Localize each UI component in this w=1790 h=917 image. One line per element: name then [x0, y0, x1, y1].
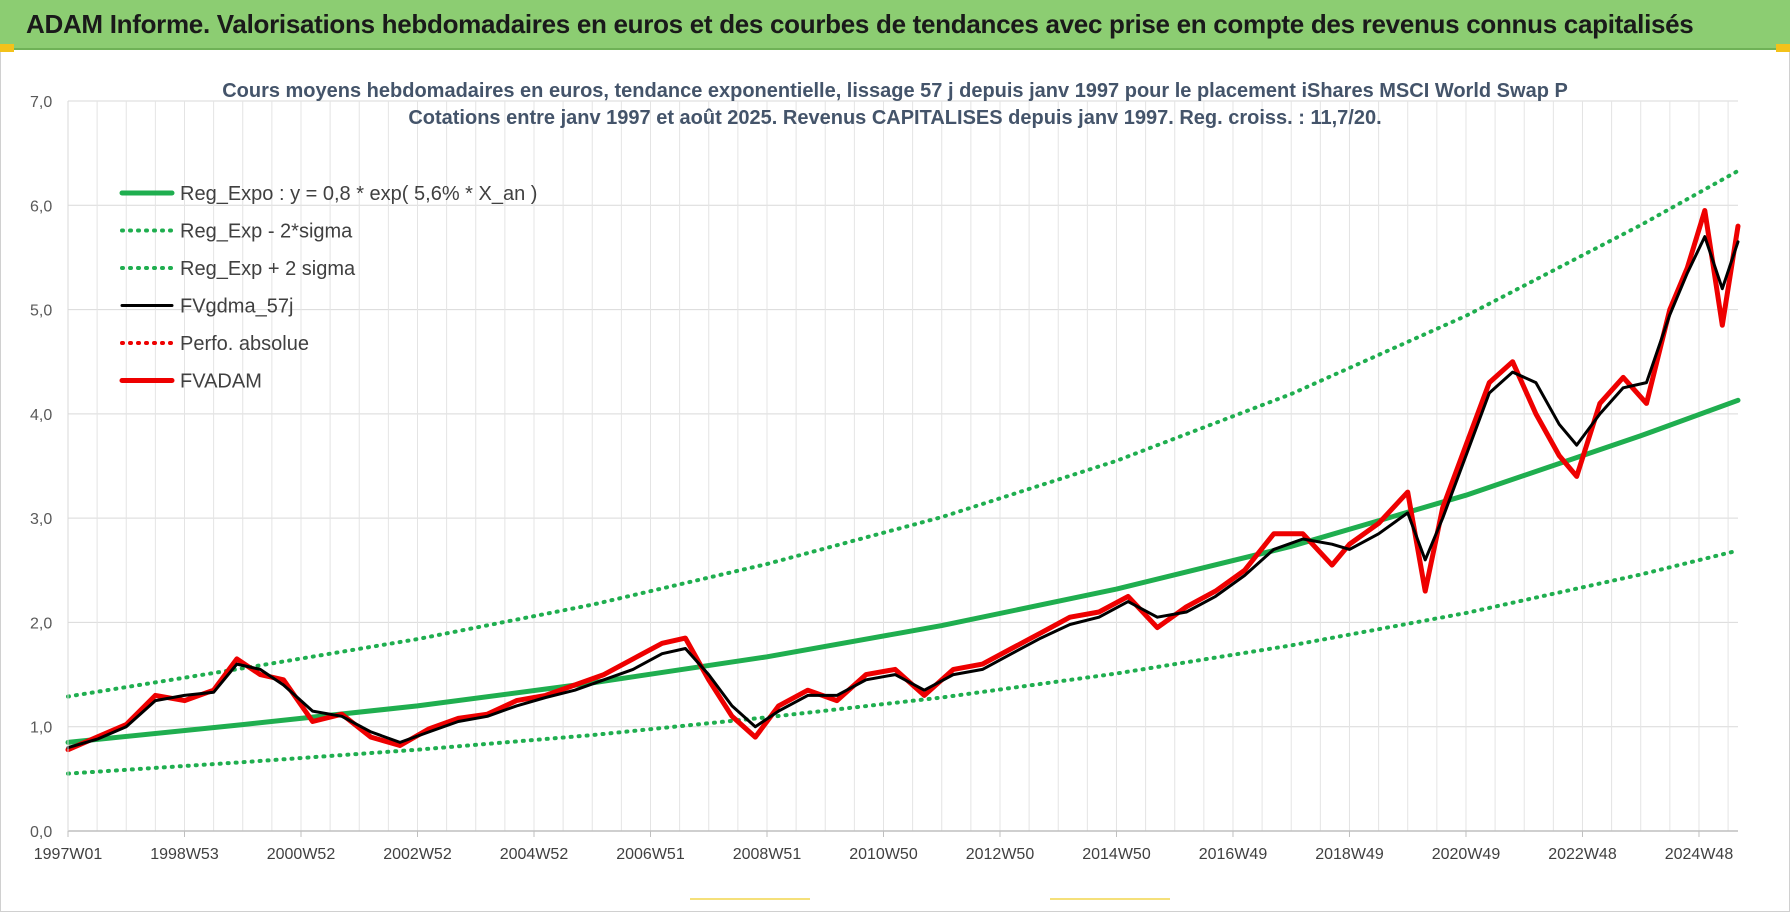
x-tick-label: 1997W01 — [34, 846, 103, 863]
x-tick-label: 2016W49 — [1199, 846, 1268, 863]
x-tick-label: 2012W50 — [966, 846, 1035, 863]
corner-marker-left — [0, 44, 14, 52]
y-tick-label: 4,0 — [30, 407, 52, 424]
x-tick-label: 1998W53 — [150, 846, 219, 863]
x-tick-label: 2008W51 — [733, 846, 802, 863]
x-tick-label: 2000W52 — [267, 846, 336, 863]
x-tick-label: 2010W50 — [849, 846, 918, 863]
x-tick-label: 2004W52 — [500, 846, 569, 863]
y-tick-label: 1,0 — [30, 720, 52, 737]
chart-subtitle: Cotations entre janv 1997 et août 2025. … — [408, 107, 1381, 129]
y-tick-label: 2,0 — [30, 615, 52, 632]
legend-label: FVADAM — [180, 371, 262, 393]
trend-chart: 0,0 1,0 2,0 3,0 4,0 5,0 6,0 7,0 1997W01 1998W53 20… — [30, 80, 1741, 863]
x-tick-label: 2014W50 — [1082, 846, 1151, 863]
y-tick-label: 5,0 — [30, 303, 52, 320]
x-tick-label: 2024W48 — [1665, 846, 1734, 863]
series-line-0 — [65, 397, 1741, 745]
report-banner: ADAM Informe. Valorisations hebdomadaire… — [0, 0, 1790, 50]
legend-label: Perfo. absolue — [180, 333, 309, 355]
decorative-divider — [690, 898, 810, 900]
y-tick-label: 0,0 — [30, 824, 52, 841]
y-tick-label: 7,0 — [30, 94, 52, 111]
chart-area: 0,0 1,0 2,0 3,0 4,0 5,0 6,0 7,0 1997W01 1998W53 20… — [0, 52, 1790, 912]
legend-label: Reg_Expo : y = 0,8 * exp( 5,6% * X_an ) — [180, 183, 537, 205]
y-tick-label: 3,0 — [30, 511, 52, 528]
x-tick-label: 2002W52 — [383, 846, 452, 863]
series-line-3 — [66, 235, 1740, 750]
x-tick-label: 2020W49 — [1432, 846, 1501, 863]
x-tick-label: 2022W48 — [1548, 846, 1617, 863]
series-line-2 — [66, 168, 1740, 699]
series-line-5 — [65, 208, 1741, 753]
series-line-1 — [66, 548, 1740, 776]
legend-label: FVgdma_57j — [180, 296, 293, 318]
legend-label: Reg_Exp - 2*sigma — [180, 221, 353, 243]
x-tick-label: 2006W51 — [616, 846, 685, 863]
decorative-divider — [1050, 898, 1170, 900]
y-tick-label: 6,0 — [30, 198, 52, 215]
corner-marker-right — [1776, 44, 1790, 52]
banner-title: ADAM Informe. Valorisations hebdomadaire… — [26, 9, 1694, 39]
x-tick-label: 2018W49 — [1315, 846, 1384, 863]
chart-title: Cours moyens hebdomadaires en euros, ten… — [222, 80, 1568, 102]
legend-label: Reg_Exp + 2 sigma — [180, 258, 356, 280]
